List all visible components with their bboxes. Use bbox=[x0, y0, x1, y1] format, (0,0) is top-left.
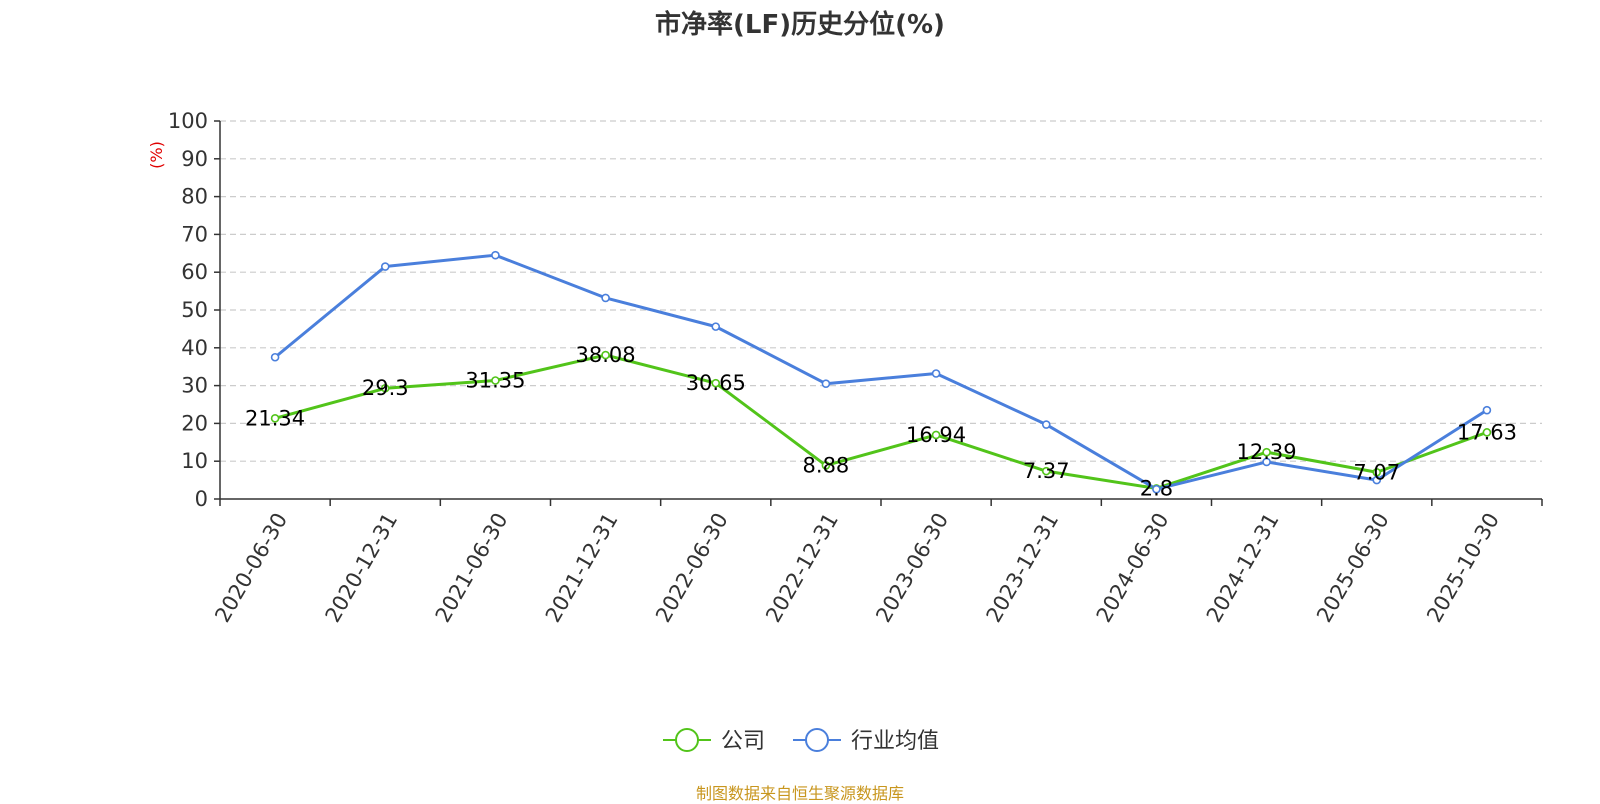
data-point bbox=[491, 250, 500, 260]
series-line bbox=[274, 253, 1488, 491]
legend: 公司 行业均值 bbox=[663, 728, 939, 754]
data-label: 12.39 bbox=[1237, 440, 1297, 464]
data-label: 8.88 bbox=[803, 453, 850, 477]
data-point bbox=[270, 352, 280, 362]
x-tick-label: 2020-12-31 bbox=[321, 509, 403, 627]
x-tick-label: 2024-12-31 bbox=[1202, 509, 1284, 627]
data-label: 17.63 bbox=[1457, 420, 1517, 444]
data-label: 30.65 bbox=[686, 371, 746, 395]
y-tick-label: 80 bbox=[181, 185, 208, 209]
y-tick-label: 70 bbox=[181, 222, 208, 246]
data-point bbox=[931, 369, 941, 378]
y-tick-label: 20 bbox=[181, 411, 208, 435]
data-point bbox=[1372, 467, 1382, 477]
data-point bbox=[491, 376, 500, 385]
x-tick-label: 2021-12-31 bbox=[541, 509, 623, 627]
legend-marker bbox=[805, 728, 829, 752]
data-labels: 21.34 29.3 31.35 38.08 30.65 8.88 16.94 7.37 2.8… bbox=[245, 343, 1517, 500]
x-tick-label: 2022-12-31 bbox=[761, 509, 843, 627]
legend-marker bbox=[675, 728, 699, 752]
y-tick-label: 10 bbox=[181, 449, 208, 473]
y-tick-label: 100 bbox=[168, 109, 208, 133]
data-point bbox=[821, 461, 831, 470]
data-label: 7.07 bbox=[1353, 460, 1400, 484]
x-tick-label: 2020-06-30 bbox=[210, 509, 292, 627]
x-tick-label: 2022-06-30 bbox=[651, 509, 733, 627]
y-tick-label: 30 bbox=[181, 374, 208, 398]
data-point bbox=[601, 293, 610, 303]
data-point bbox=[1482, 405, 1492, 415]
data-point bbox=[380, 383, 390, 393]
data-point bbox=[821, 379, 831, 389]
data-point bbox=[601, 350, 610, 360]
data-label: 31.35 bbox=[465, 368, 525, 392]
data-point bbox=[711, 322, 721, 331]
data-label: 2.8 bbox=[1140, 476, 1173, 500]
data-label: 29.3 bbox=[362, 376, 409, 400]
x-tick-label: 2023-12-31 bbox=[982, 509, 1064, 627]
x-tick-label: 2021-06-30 bbox=[431, 509, 513, 627]
y-tick-label: 50 bbox=[181, 298, 208, 322]
source-note: 制图数据来自恒生聚源数据库 bbox=[695, 784, 904, 803]
axes: 0 10 20 30 40 50 60 70 80 90 100 2020-06-30 2020-12-… bbox=[168, 109, 1543, 627]
x-tick-label: 2024-06-30 bbox=[1092, 509, 1174, 627]
y-tick-label: 90 bbox=[181, 147, 208, 171]
legend-label: 公司 bbox=[721, 729, 765, 754]
y-tick-label: 60 bbox=[181, 260, 208, 284]
data-point bbox=[711, 378, 721, 388]
data-point bbox=[270, 414, 280, 423]
data-label: 38.08 bbox=[576, 343, 636, 367]
series-line bbox=[274, 353, 1488, 490]
chart-title: 市净率(LF)历史分位(%) bbox=[655, 10, 945, 40]
data-point bbox=[1262, 447, 1271, 457]
data-label: 21.34 bbox=[245, 406, 305, 430]
x-tick-label: 2023-06-30 bbox=[871, 509, 953, 627]
data-label: 16.94 bbox=[906, 423, 966, 447]
data-point bbox=[1372, 475, 1382, 485]
data-label: 7.37 bbox=[1023, 459, 1070, 483]
y-tick-label: 0 bbox=[195, 487, 208, 511]
data-point bbox=[380, 262, 390, 271]
data-point bbox=[1041, 420, 1051, 429]
data-point bbox=[1041, 466, 1051, 476]
legend-label: 行业均值 bbox=[851, 729, 939, 754]
data-point bbox=[1262, 457, 1271, 467]
y-tick-label: 40 bbox=[181, 336, 208, 360]
series-layer bbox=[270, 250, 1492, 494]
x-tick-label: 2025-10-30 bbox=[1422, 509, 1504, 627]
gridlines bbox=[220, 120, 1542, 462]
data-point bbox=[1152, 484, 1161, 494]
x-tick-label: 2025-06-30 bbox=[1312, 509, 1394, 627]
data-point bbox=[1482, 428, 1492, 437]
data-point bbox=[931, 430, 941, 440]
y-axis-label: (%) bbox=[147, 141, 166, 169]
